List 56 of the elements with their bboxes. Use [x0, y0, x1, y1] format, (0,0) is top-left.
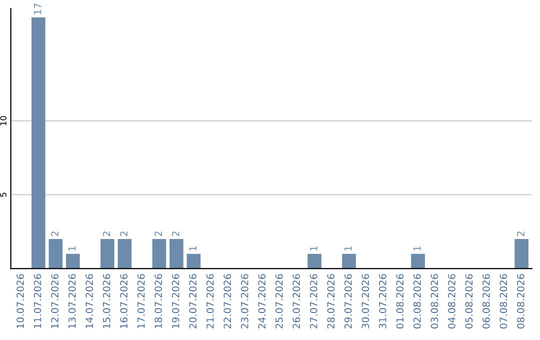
x-tick-label: 07.08.2026 — [500, 274, 508, 328]
x-tick-label: 20.07.2026 — [189, 274, 197, 328]
x-tick-label: 06.08.2026 — [482, 274, 490, 328]
x-tick-label: 12.07.2026 — [51, 274, 58, 328]
x-tick-label: 28.07.2026 — [327, 274, 335, 328]
bar — [186, 254, 201, 269]
data-label: 1 — [344, 246, 352, 251]
x-tick-label: 22.07.2026 — [224, 274, 232, 328]
bar — [152, 239, 166, 269]
x-tick-label: 14.07.2026 — [86, 274, 93, 328]
x-tick-label: 16.07.2026 — [120, 274, 128, 328]
data-label: 2 — [517, 232, 524, 236]
bar — [32, 17, 46, 269]
x-tick-label: 11.07.2026 — [34, 274, 42, 328]
data-label: 1 — [189, 246, 196, 251]
x-tick-label: 18.07.2026 — [154, 274, 162, 328]
x-tick-label: 17.07.2026 — [137, 274, 145, 328]
data-label: 2 — [120, 232, 128, 236]
bar — [170, 239, 184, 269]
x-tick-label: 27.07.2026 — [310, 274, 318, 328]
data-label: 2 — [51, 232, 58, 236]
x-tick-label: 29.07.2026 — [344, 274, 352, 328]
x-tick-label: 26.07.2026 — [292, 274, 300, 328]
bar — [48, 239, 63, 269]
x-tick-label: 15.07.2026 — [102, 274, 110, 328]
bar — [411, 254, 425, 269]
data-label: 2 — [172, 232, 180, 236]
x-tick-label: 01.08.2026 — [396, 274, 404, 328]
y-tick-label: 5 — [0, 192, 6, 197]
x-tick-label: 31.07.2026 — [378, 274, 386, 328]
x-tick-label: 21.07.2026 — [206, 274, 214, 328]
bar — [514, 239, 528, 269]
x-tick-label: 30.07.2026 — [362, 274, 370, 328]
data-label: 1 — [68, 246, 76, 251]
x-tick-label: 03.08.2026 — [430, 274, 438, 328]
x-tick-label: 04.08.2026 — [448, 274, 456, 328]
y-tick-label: 10 — [0, 116, 6, 126]
data-label: 17 — [34, 4, 42, 14]
bar — [66, 254, 80, 269]
data-label: 2 — [102, 232, 110, 236]
bar — [342, 254, 356, 269]
x-tick-label: 25.07.2026 — [275, 274, 283, 328]
x-tick-label: 10.07.2026 — [16, 274, 24, 328]
x-tick-label: 13.07.2026 — [68, 274, 76, 328]
data-label: 1 — [414, 246, 421, 251]
x-tick-label: 02.08.2026 — [413, 274, 421, 328]
bar — [118, 239, 132, 269]
x-tick-label: 23.07.2026 — [240, 274, 248, 328]
x-tick-label: 19.07.2026 — [172, 274, 180, 328]
x-tick-label: 05.08.2026 — [465, 274, 473, 328]
x-tick-label: 08.08.2026 — [517, 274, 524, 328]
bar — [100, 239, 114, 269]
bar — [308, 254, 322, 269]
data-label: 2 — [154, 232, 162, 236]
data-label: 1 — [310, 246, 318, 251]
x-tick-label: 24.07.2026 — [258, 274, 266, 328]
